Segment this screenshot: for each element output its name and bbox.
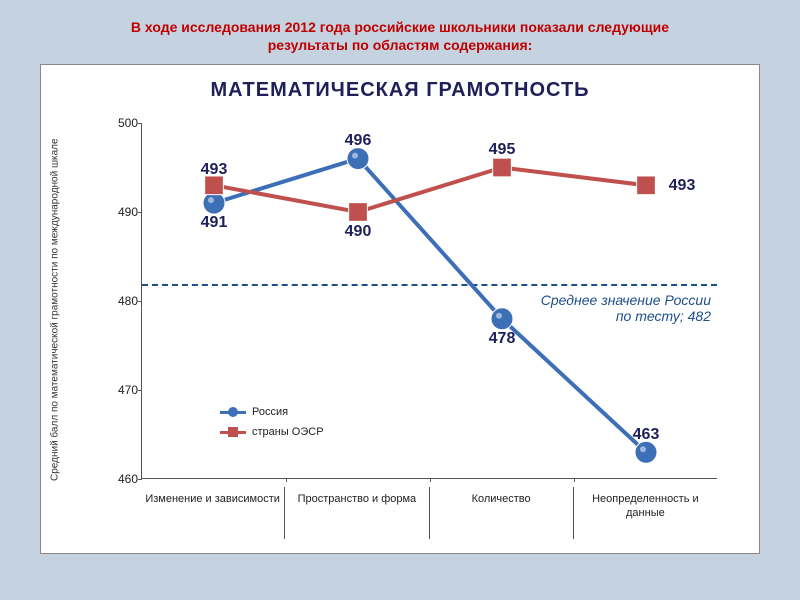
x-axis-categories: Изменение и зависимостиПространство и фо… (141, 487, 717, 539)
value-label: 493 (201, 161, 228, 179)
value-label: 493 (669, 177, 696, 195)
legend-item: Россия (220, 406, 324, 418)
legend-item: страны ОЭСР (220, 426, 324, 438)
marker-circle (203, 192, 225, 214)
value-label: 478 (489, 330, 516, 348)
marker-circle (491, 308, 513, 330)
series-line-1 (214, 168, 646, 213)
value-label: 490 (345, 223, 372, 241)
y-tick-label: 500 (104, 116, 138, 130)
plot-area: 460470480490500Среднее значение Россиипо… (141, 123, 717, 479)
page-header: В ходе исследования 2012 года российские… (0, 0, 800, 64)
value-label: 496 (345, 132, 372, 150)
x-category: Изменение и зависимости (141, 487, 285, 539)
marker-square (637, 176, 656, 195)
y-axis-label: Средний балл по математической грамотнос… (50, 181, 61, 481)
y-tick-label: 490 (104, 205, 138, 219)
marker-circle (635, 442, 657, 464)
y-tick-label: 480 (104, 294, 138, 308)
x-category: Пространство и форма (285, 487, 429, 539)
x-category: Количество (430, 487, 574, 539)
x-category: Неопределенность и данные (574, 487, 717, 539)
legend-circle-icon (228, 407, 238, 417)
y-tick-label: 470 (104, 383, 138, 397)
legend-label: страны ОЭСР (252, 426, 324, 438)
marker-square (205, 176, 224, 195)
legend-square-icon (228, 427, 238, 437)
plot-wrapper: Средний балл по математической грамотнос… (101, 123, 745, 539)
chart-title: МАТЕМАТИЧЕСКАЯ ГРАМОТНОСТЬ (41, 65, 759, 108)
marker-square (349, 203, 368, 222)
legend: Россия страны ОЭСР (220, 406, 324, 446)
marker-square (493, 159, 512, 178)
marker-circle (347, 148, 369, 170)
value-label: 491 (201, 214, 228, 232)
chart-panel: МАТЕМАТИЧЕСКАЯ ГРАМОТНОСТЬ Средний балл … (40, 64, 760, 554)
legend-label: Россия (252, 406, 288, 418)
value-label: 495 (489, 141, 516, 159)
y-tick-label: 460 (104, 472, 138, 486)
value-label: 463 (633, 426, 660, 444)
